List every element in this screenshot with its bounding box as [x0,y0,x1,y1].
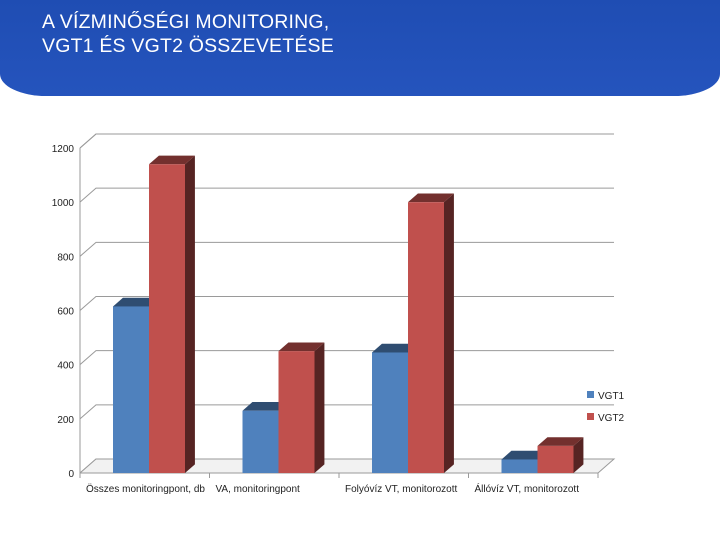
bar-top-vgt1 [242,402,289,411]
x-tick-label: VA, monitoringpont [216,484,301,495]
slide-title-line1: A VÍZMINŐSÉGI MONITORING, [42,11,330,33]
gridline-1200 [79,133,614,149]
back-wall-edge [79,133,614,149]
y-tick-label: 400 [57,361,74,372]
x-tick-label: Összes monitoringpont, db [86,483,205,495]
bar-side-vgt2 [314,342,325,473]
bar-top-vgt1 [113,297,159,307]
bar-side-vgt2 [444,193,454,473]
y-tick-label: 0 [68,469,74,480]
bar-vgt2 [537,445,574,473]
slide-title-line2: VGT1 ÉS VGT2 ÖSSZEVETÉSE [42,35,334,57]
legend-swatch-vgt2 [587,413,594,420]
title-banner: A VÍZMINŐSÉGI MONITORING, VGT1 ÉS VGT2 Ö… [0,0,720,96]
legend-label-vgt1: VGT1 [598,391,625,402]
x-tick-label: Folyóvíz VT, monitorozott [345,484,457,495]
legend-swatch-vgt1 [587,391,594,398]
bar-top-vgt2 [537,437,584,446]
legend-label-vgt2: VGT2 [598,413,625,424]
bar-vgt2 [278,351,315,473]
bar-top-vgt1 [501,450,548,460]
bar-vgt2 [408,202,444,473]
bar-top-vgt1 [372,343,418,353]
bar-top-vgt2 [278,342,325,352]
bar-vgt1 [372,352,408,473]
y-tick-label: 600 [57,307,74,318]
bar-top-vgt2 [408,193,454,203]
y-tick-label: 800 [57,252,74,263]
bar-side-vgt2 [185,155,195,473]
y-tick-label: 1200 [52,144,75,155]
gridline-1000 [79,187,614,203]
bar-vgt1 [501,459,538,473]
bar-top-vgt2 [149,155,195,165]
x-tick-label: Állóvíz VT, monitorozott [475,482,580,495]
bar-side-vgt2 [573,437,584,473]
bar-vgt1 [113,306,149,473]
slide-title: A VÍZMINŐSÉGI MONITORING, VGT1 ÉS VGT2 Ö… [42,10,682,58]
bar-vgt2 [149,164,185,473]
bar-vgt1 [242,410,279,473]
y-tick-label: 1000 [52,198,75,209]
y-tick-label: 200 [57,415,74,426]
